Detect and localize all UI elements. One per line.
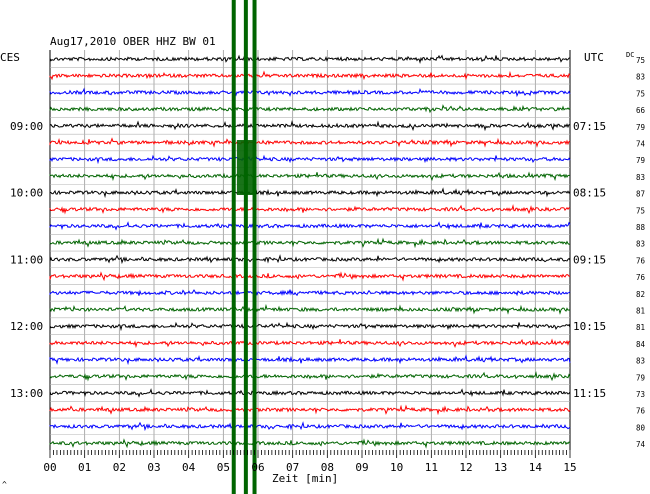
dc-value: 83 — [636, 357, 645, 366]
x-tick-label: 04 — [182, 461, 196, 474]
dc-value: 76 — [636, 407, 646, 416]
hour-label-right: 10:15 — [573, 320, 606, 333]
x-tick-label: 00 — [43, 461, 56, 474]
hour-label-right: 08:15 — [573, 187, 606, 200]
dc-value: 74 — [636, 140, 646, 149]
x-tick-label: 14 — [529, 461, 543, 474]
plot-grid — [49, 50, 571, 450]
x-axis: 00 01 02 03 04 05 06 07 08 09 10 11 12 13 14 15 — [43, 450, 577, 474]
dc-value: 83 — [636, 240, 645, 249]
seismic-trace — [49, 54, 571, 64]
dc-value: 75 — [636, 56, 645, 65]
x-tick-label: 10 — [390, 461, 403, 474]
seismic-trace — [49, 221, 571, 231]
dc-value: 82 — [636, 290, 645, 299]
seismic-trace — [49, 237, 570, 249]
seismic-trace — [49, 171, 570, 182]
footer-mark: ^ — [2, 480, 7, 489]
dc-values: 75 83 75 66 79 74 79 83 87 75 88 83 76 76 82 81 81 84 83 79… — [636, 56, 646, 449]
dc-value: 87 — [636, 190, 645, 199]
x-tick-label: 06 — [251, 461, 264, 474]
seismic-trace — [49, 271, 571, 282]
seismic-trace — [49, 438, 571, 449]
dc-value: 84 — [636, 340, 646, 349]
dc-value: 81 — [636, 307, 645, 316]
x-tick-label: 05 — [217, 461, 230, 474]
x-tick-label: 13 — [494, 461, 507, 474]
dc-label: DC — [626, 51, 634, 59]
seismic-trace — [49, 70, 571, 81]
event-signal-line — [243, 0, 248, 494]
hour-label-left: 10:00 — [10, 187, 43, 200]
dc-value: 76 — [636, 273, 646, 282]
hour-label-left: 11:00 — [10, 253, 43, 266]
seismic-trace — [49, 154, 571, 165]
seismic-trace — [49, 187, 571, 199]
x-axis-label: Zeit [min] — [272, 472, 338, 485]
dc-value: 79 — [636, 123, 645, 132]
seismic-trace — [49, 289, 571, 297]
left-timezone-label: CES — [0, 51, 20, 64]
seismic-trace — [49, 104, 571, 114]
seismic-trace — [49, 404, 571, 416]
seismic-trace — [49, 388, 571, 398]
event-burst — [236, 140, 255, 195]
seismic-trace — [49, 371, 571, 382]
event-marker-group — [231, 0, 257, 494]
dc-value: 83 — [636, 173, 645, 182]
seismic-trace — [49, 321, 571, 332]
dc-value: 79 — [636, 156, 645, 165]
dc-value: 74 — [636, 440, 646, 449]
event-signal-line — [231, 0, 236, 494]
chart-title: Aug17,2010 OBER HHZ BW 01 — [50, 35, 216, 48]
hour-label-left: 09:00 — [10, 120, 43, 133]
seismic-trace — [49, 204, 571, 215]
hour-labels: 09:00 10:00 11:00 12:00 13:00 07:15 08:15 09:15… — [10, 120, 606, 400]
dc-value: 75 — [636, 206, 645, 215]
dc-value: 73 — [636, 390, 645, 399]
x-tick-label: 09 — [355, 461, 368, 474]
dc-value: 80 — [636, 423, 646, 432]
right-timezone-label: UTC — [584, 51, 604, 64]
seismic-trace — [49, 338, 571, 349]
hour-label-right: 09:15 — [573, 253, 606, 266]
hour-label-right: 07:15 — [573, 120, 606, 133]
dc-value: 76 — [636, 256, 646, 265]
x-tick-label: 03 — [147, 461, 160, 474]
x-tick-label: 07 — [286, 461, 299, 474]
hour-label-left: 12:00 — [10, 320, 43, 333]
x-tick-label: 08 — [321, 461, 334, 474]
hour-label-left: 13:00 — [10, 387, 43, 400]
x-tick-label: 12 — [459, 461, 472, 474]
seismic-trace — [49, 354, 571, 366]
seismic-trace — [49, 137, 571, 148]
seismic-trace — [49, 120, 571, 132]
dc-value: 81 — [636, 323, 645, 332]
x-tick-label: 11 — [425, 461, 438, 474]
hour-label-right: 11:15 — [573, 387, 606, 400]
seismic-trace — [49, 421, 571, 432]
dc-value: 83 — [636, 73, 645, 82]
seismic-trace — [49, 254, 571, 265]
seismic-trace — [49, 303, 571, 315]
x-tick-label: 02 — [113, 461, 126, 474]
event-signal-line — [252, 0, 257, 494]
x-tick-label: 15 — [563, 461, 576, 474]
seismic-trace — [49, 87, 571, 98]
x-tick-label: 01 — [78, 461, 91, 474]
dc-value: 66 — [636, 106, 646, 115]
dc-value: 75 — [636, 89, 645, 98]
trace-group — [49, 54, 571, 449]
dc-value: 88 — [636, 223, 646, 232]
dc-value: 79 — [636, 373, 645, 382]
